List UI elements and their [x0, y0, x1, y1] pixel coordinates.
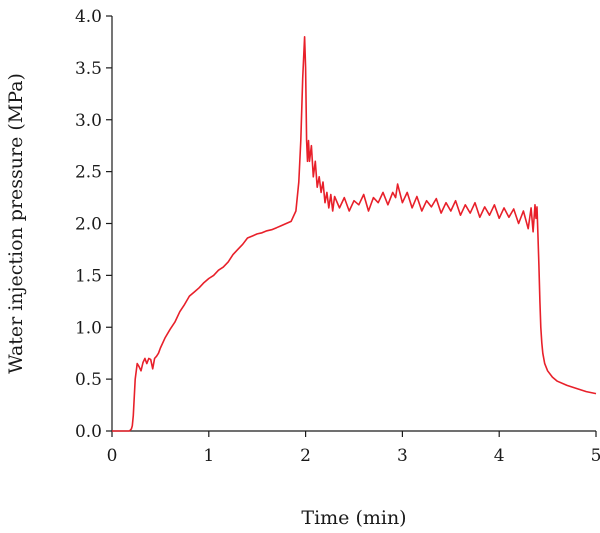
- x-tick-label: 0: [107, 446, 118, 466]
- y-tick-label: 2.0: [75, 215, 102, 235]
- y-tick-label: 0.0: [75, 422, 102, 442]
- x-tick-label: 2: [300, 446, 311, 466]
- axes: [111, 16, 596, 432]
- x-tick-label: 1: [203, 446, 214, 466]
- pressure-series-line: [112, 36, 597, 432]
- y-tick-label: 2.5: [75, 163, 102, 183]
- x-tick-label: 5: [591, 446, 600, 466]
- x-tick-label: 3: [397, 446, 408, 466]
- x-tick-label: 4: [494, 446, 505, 466]
- y-tick-label: 0.5: [75, 370, 102, 390]
- x-axis-title: Time (min): [301, 507, 406, 529]
- ticks: 0.0 0.5 1.0 1.5 2.0 2.5 3.0 3.5 4.0 0 1 2 3 4 5: [75, 7, 600, 466]
- y-tick-label: 1.0: [75, 318, 102, 338]
- y-axis-title: Water injection pressure (MPa): [5, 73, 27, 374]
- y-tick-label: 1.5: [75, 266, 102, 286]
- y-tick-label: 3.5: [75, 59, 102, 79]
- y-tick-label: 3.0: [75, 111, 102, 131]
- y-tick-label: 4.0: [75, 7, 102, 27]
